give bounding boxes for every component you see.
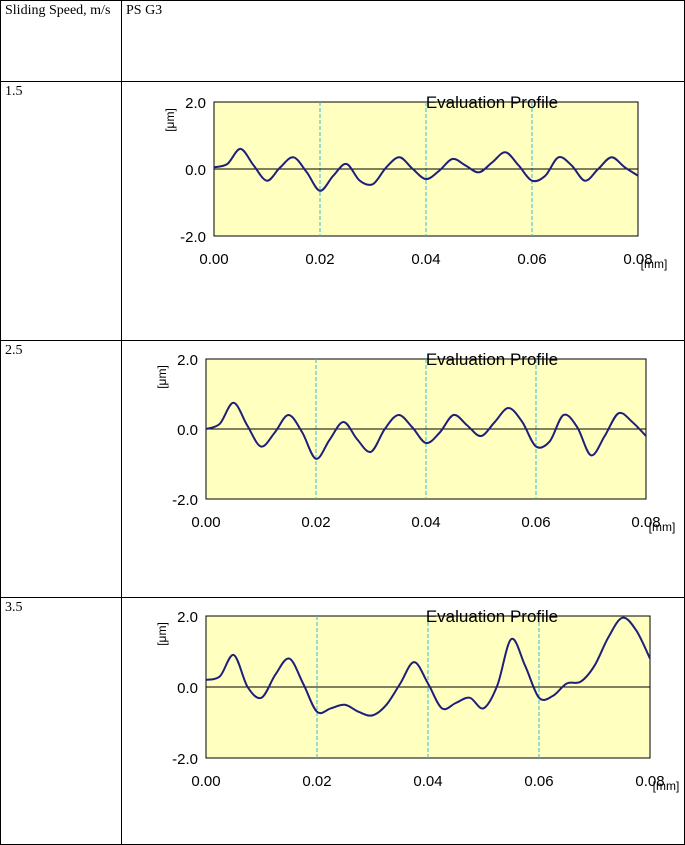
- x-tick-label: 0.06: [521, 514, 550, 531]
- speed-value: 2.5: [0, 340, 122, 598]
- y-tick-label: 2.0: [185, 95, 206, 112]
- x-tick-label: 0.04: [413, 773, 442, 790]
- x-tick-label: 0.02: [305, 251, 334, 268]
- x-tick-label: 0.02: [301, 514, 330, 531]
- header-sliding-speed: Sliding Speed, m/s: [0, 0, 122, 82]
- x-tick-label: 0.00: [191, 773, 220, 790]
- y-tick-label: -2.0: [180, 229, 206, 246]
- chart-title: Evaluation Profile: [426, 350, 558, 369]
- speed-value: 1.5: [0, 81, 122, 341]
- table-row: 3.5 0.00 0.02 0.04 0.06 0.08 2.0 0.0 -2.0 [μm] [m…: [0, 597, 685, 845]
- profile-line: [213, 147, 639, 192]
- profile-chart-1: 0.00 0.02 0.04 0.06 0.08 2.0 0.0 -2.0 [μm] [mm] Ev…: [163, 93, 668, 271]
- x-tick-label: 0.04: [411, 514, 440, 531]
- header-sample: PS G3: [121, 0, 685, 82]
- speed-value: 3.5: [0, 597, 122, 845]
- chart-title: Evaluation Profile: [426, 93, 558, 112]
- table-row: 2.5 0.00 0.02 0.04 0.06 0.08 2.0 0.0 -2.0 [μm] [m…: [0, 340, 685, 598]
- table-row: 1.5 0.00 0.02 0.04 0.06 0.08 2.0 0.0 -2.0 [μm] [m…: [0, 81, 685, 341]
- x-tick-label: 0.06: [524, 773, 553, 790]
- x-tick-label: 0.08: [635, 773, 664, 790]
- x-tick-label: 0.06: [517, 251, 546, 268]
- y-tick-label: 2.0: [177, 352, 198, 369]
- y-axis-unit: [μm]: [155, 622, 169, 646]
- y-tick-label: 2.0: [177, 609, 198, 626]
- x-axis-unit: [mm]: [641, 257, 668, 271]
- y-tick-label: 0.0: [185, 162, 206, 179]
- x-tick-label: 0.08: [623, 251, 652, 268]
- y-axis-unit: [μm]: [163, 108, 177, 132]
- chart-title: Evaluation Profile: [426, 607, 558, 626]
- chart-cell: 0.00 0.02 0.04 0.06 0.08 2.0 0.0 -2.0 [μm] [mm] Ev…: [121, 340, 685, 598]
- x-tick-label: 0.02: [302, 773, 331, 790]
- x-tick-label: 0.08: [631, 514, 660, 531]
- y-axis-unit: [μm]: [155, 365, 169, 389]
- y-tick-label: 0.0: [177, 680, 198, 697]
- y-tick-label: -2.0: [172, 751, 198, 768]
- header-row: Sliding Speed, m/s PS G3: [0, 0, 685, 82]
- profile-line: [205, 616, 651, 717]
- chart-cell: 0.00 0.02 0.04 0.06 0.08 2.0 0.0 -2.0 [μm] [mm] Ev…: [121, 597, 685, 845]
- y-tick-label: 0.0: [177, 422, 198, 439]
- x-tick-label: 0.00: [199, 251, 228, 268]
- chart-cell: 0.00 0.02 0.04 0.06 0.08 2.0 0.0 -2.0 [μm] [mm] Ev…: [121, 81, 685, 341]
- x-axis-unit: [mm]: [649, 520, 676, 534]
- x-axis-unit: [mm]: [653, 779, 680, 793]
- profile-chart-2: 0.00 0.02 0.04 0.06 0.08 2.0 0.0 -2.0 [μm] [mm] Ev…: [155, 350, 676, 534]
- x-tick-label: 0.00: [191, 514, 220, 531]
- profile-chart-3: 0.00 0.02 0.04 0.06 0.08 2.0 0.0 -2.0 [μm] [mm] Ev…: [155, 607, 680, 793]
- y-tick-label: -2.0: [172, 492, 198, 509]
- x-tick-label: 0.04: [411, 251, 440, 268]
- profile-line: [205, 401, 647, 460]
